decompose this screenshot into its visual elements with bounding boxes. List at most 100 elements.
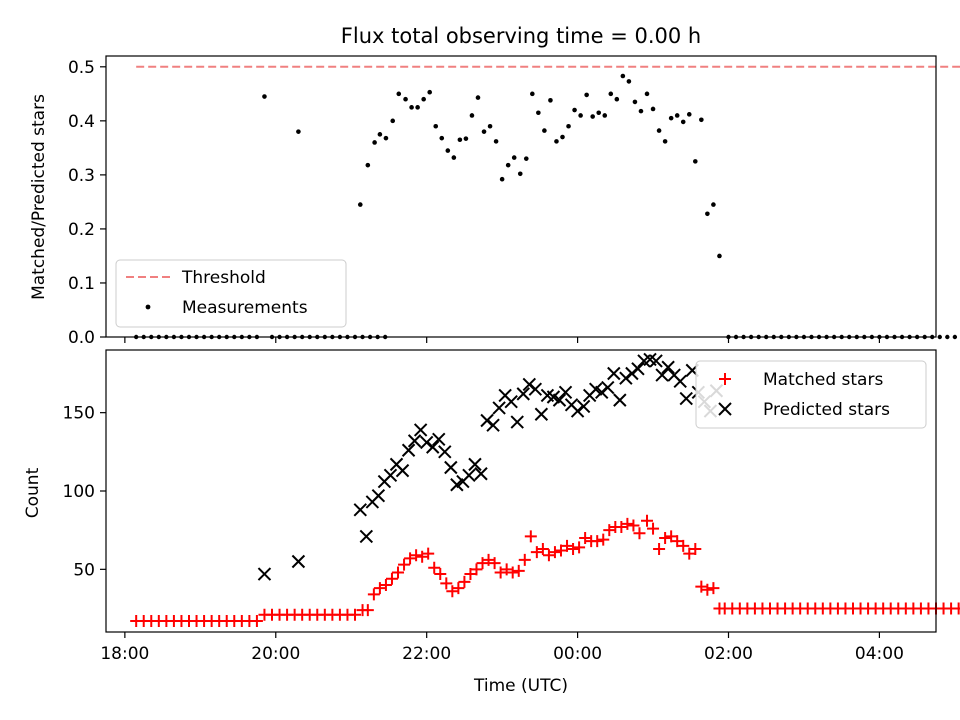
measurement-point [560, 134, 565, 140]
matched-star-point [591, 535, 604, 548]
matched-star-point [597, 533, 610, 546]
top-y-tick-label: 0.1 [68, 274, 95, 294]
matched-star-point [573, 541, 586, 554]
measurement-point [542, 128, 547, 133]
measurement-point [409, 105, 414, 110]
matched-star-point [524, 530, 537, 543]
predicted-star-point [655, 368, 669, 382]
bottom-legend-box [695, 360, 927, 429]
top-legend: Threshold Measurements [115, 259, 347, 328]
matched-stars-legend-marker [719, 373, 731, 385]
predicted-star-point [673, 374, 687, 389]
measurement-point [427, 89, 433, 95]
measurement-point [674, 113, 680, 118]
bottom-y-tick-label: 100 [63, 482, 95, 502]
matched-star-point [440, 577, 453, 590]
measurement-point [590, 114, 595, 119]
measurement-point [572, 107, 577, 113]
measurement-point [365, 162, 371, 168]
matched-star-point [392, 566, 405, 579]
measurement-point [711, 202, 716, 207]
predicted-star-point [661, 360, 675, 374]
measurement-point [662, 139, 668, 144]
measurement-point [945, 334, 950, 340]
matched-star-point [488, 557, 501, 570]
chart-title: Flux total observing time = 0.00 h [341, 24, 701, 48]
x-tick-label: 00:00 [553, 644, 602, 664]
matched-star-point [452, 582, 465, 595]
matched-star-point [567, 542, 580, 555]
matched-star-point [659, 532, 672, 544]
measurement-point [390, 118, 396, 124]
measurements-legend-label: Measurements [182, 298, 308, 318]
matched-star-point [512, 564, 525, 577]
top-axes-frame [105, 55, 937, 338]
predicted-star-point [291, 554, 306, 569]
matched-star-point [653, 542, 666, 555]
matched-star-point [707, 582, 720, 595]
measurement-point [650, 106, 656, 112]
predicted-star-point [468, 457, 482, 472]
measurement-point [566, 123, 571, 129]
predicted-star-point [474, 467, 488, 481]
predicted-star-point [257, 567, 272, 581]
measurement-point [415, 105, 420, 110]
matched-star-point [603, 524, 616, 537]
matched-star-point [422, 547, 435, 560]
matched-stars-legend-label: Matched stars [763, 370, 883, 390]
matched-star-point [615, 521, 628, 534]
predicted-star-point [486, 418, 500, 432]
measurement-point [262, 94, 267, 99]
predicted-star-point [444, 460, 458, 475]
top-y-tick-label: 0.5 [68, 58, 95, 78]
predicted-star-point [558, 385, 573, 400]
predicted-star-point [462, 468, 476, 483]
matched-star-point [561, 539, 574, 552]
matched-star-point [506, 566, 519, 579]
predicted-star-point [552, 393, 567, 407]
measurement-point [493, 139, 499, 144]
top-plot-area: 0.0 0.1 0.2 0.3 0.4 0.5 [68, 58, 960, 348]
x-tick-label: 20:00 [251, 644, 300, 664]
matched-star-point [683, 547, 696, 560]
top-y-tick-label: 0.0 [68, 328, 95, 348]
measurement-point [463, 136, 469, 141]
measurement-point [680, 119, 686, 125]
matched-star-point [404, 552, 417, 565]
measurement-point [433, 123, 439, 129]
bottom-y-tick-label: 50 [73, 560, 95, 580]
measurement-point [608, 91, 614, 97]
matched-star-point [530, 546, 543, 559]
measurement-point [705, 211, 710, 217]
matched-star-point [464, 568, 477, 581]
matched-star-point [373, 582, 386, 595]
measurement-point [421, 96, 426, 102]
measurement-point [530, 91, 535, 97]
x-axis-label: Time (UTC) [473, 676, 568, 696]
top-y-tick-label: 0.4 [68, 112, 95, 132]
predicted-star-point [492, 401, 506, 415]
matched-star-point [701, 583, 714, 596]
matched-star-point [500, 563, 513, 576]
measurement-point [693, 159, 698, 164]
measurement-point [475, 95, 481, 100]
measurement-point [372, 140, 377, 145]
measurement-point [517, 171, 523, 177]
matched-star-point [665, 530, 678, 543]
x-tick-label: 04:00 [855, 644, 904, 664]
measurement-point [578, 113, 583, 118]
measurement-point [699, 117, 704, 123]
measurement-point [296, 129, 301, 134]
measurements-legend-marker [145, 304, 151, 310]
measurement-point [937, 334, 942, 340]
matched-star-point [494, 566, 507, 579]
predicted-star-point [401, 443, 416, 457]
matched-star-point [952, 602, 960, 615]
matched-star-point [677, 539, 690, 552]
measurement-point [451, 155, 457, 160]
matched-star-point [470, 563, 483, 576]
x-tick-label: 18:00 [100, 644, 149, 664]
measurement-point [377, 132, 383, 137]
measurement-point [686, 112, 692, 117]
top-legend-box [115, 259, 347, 328]
